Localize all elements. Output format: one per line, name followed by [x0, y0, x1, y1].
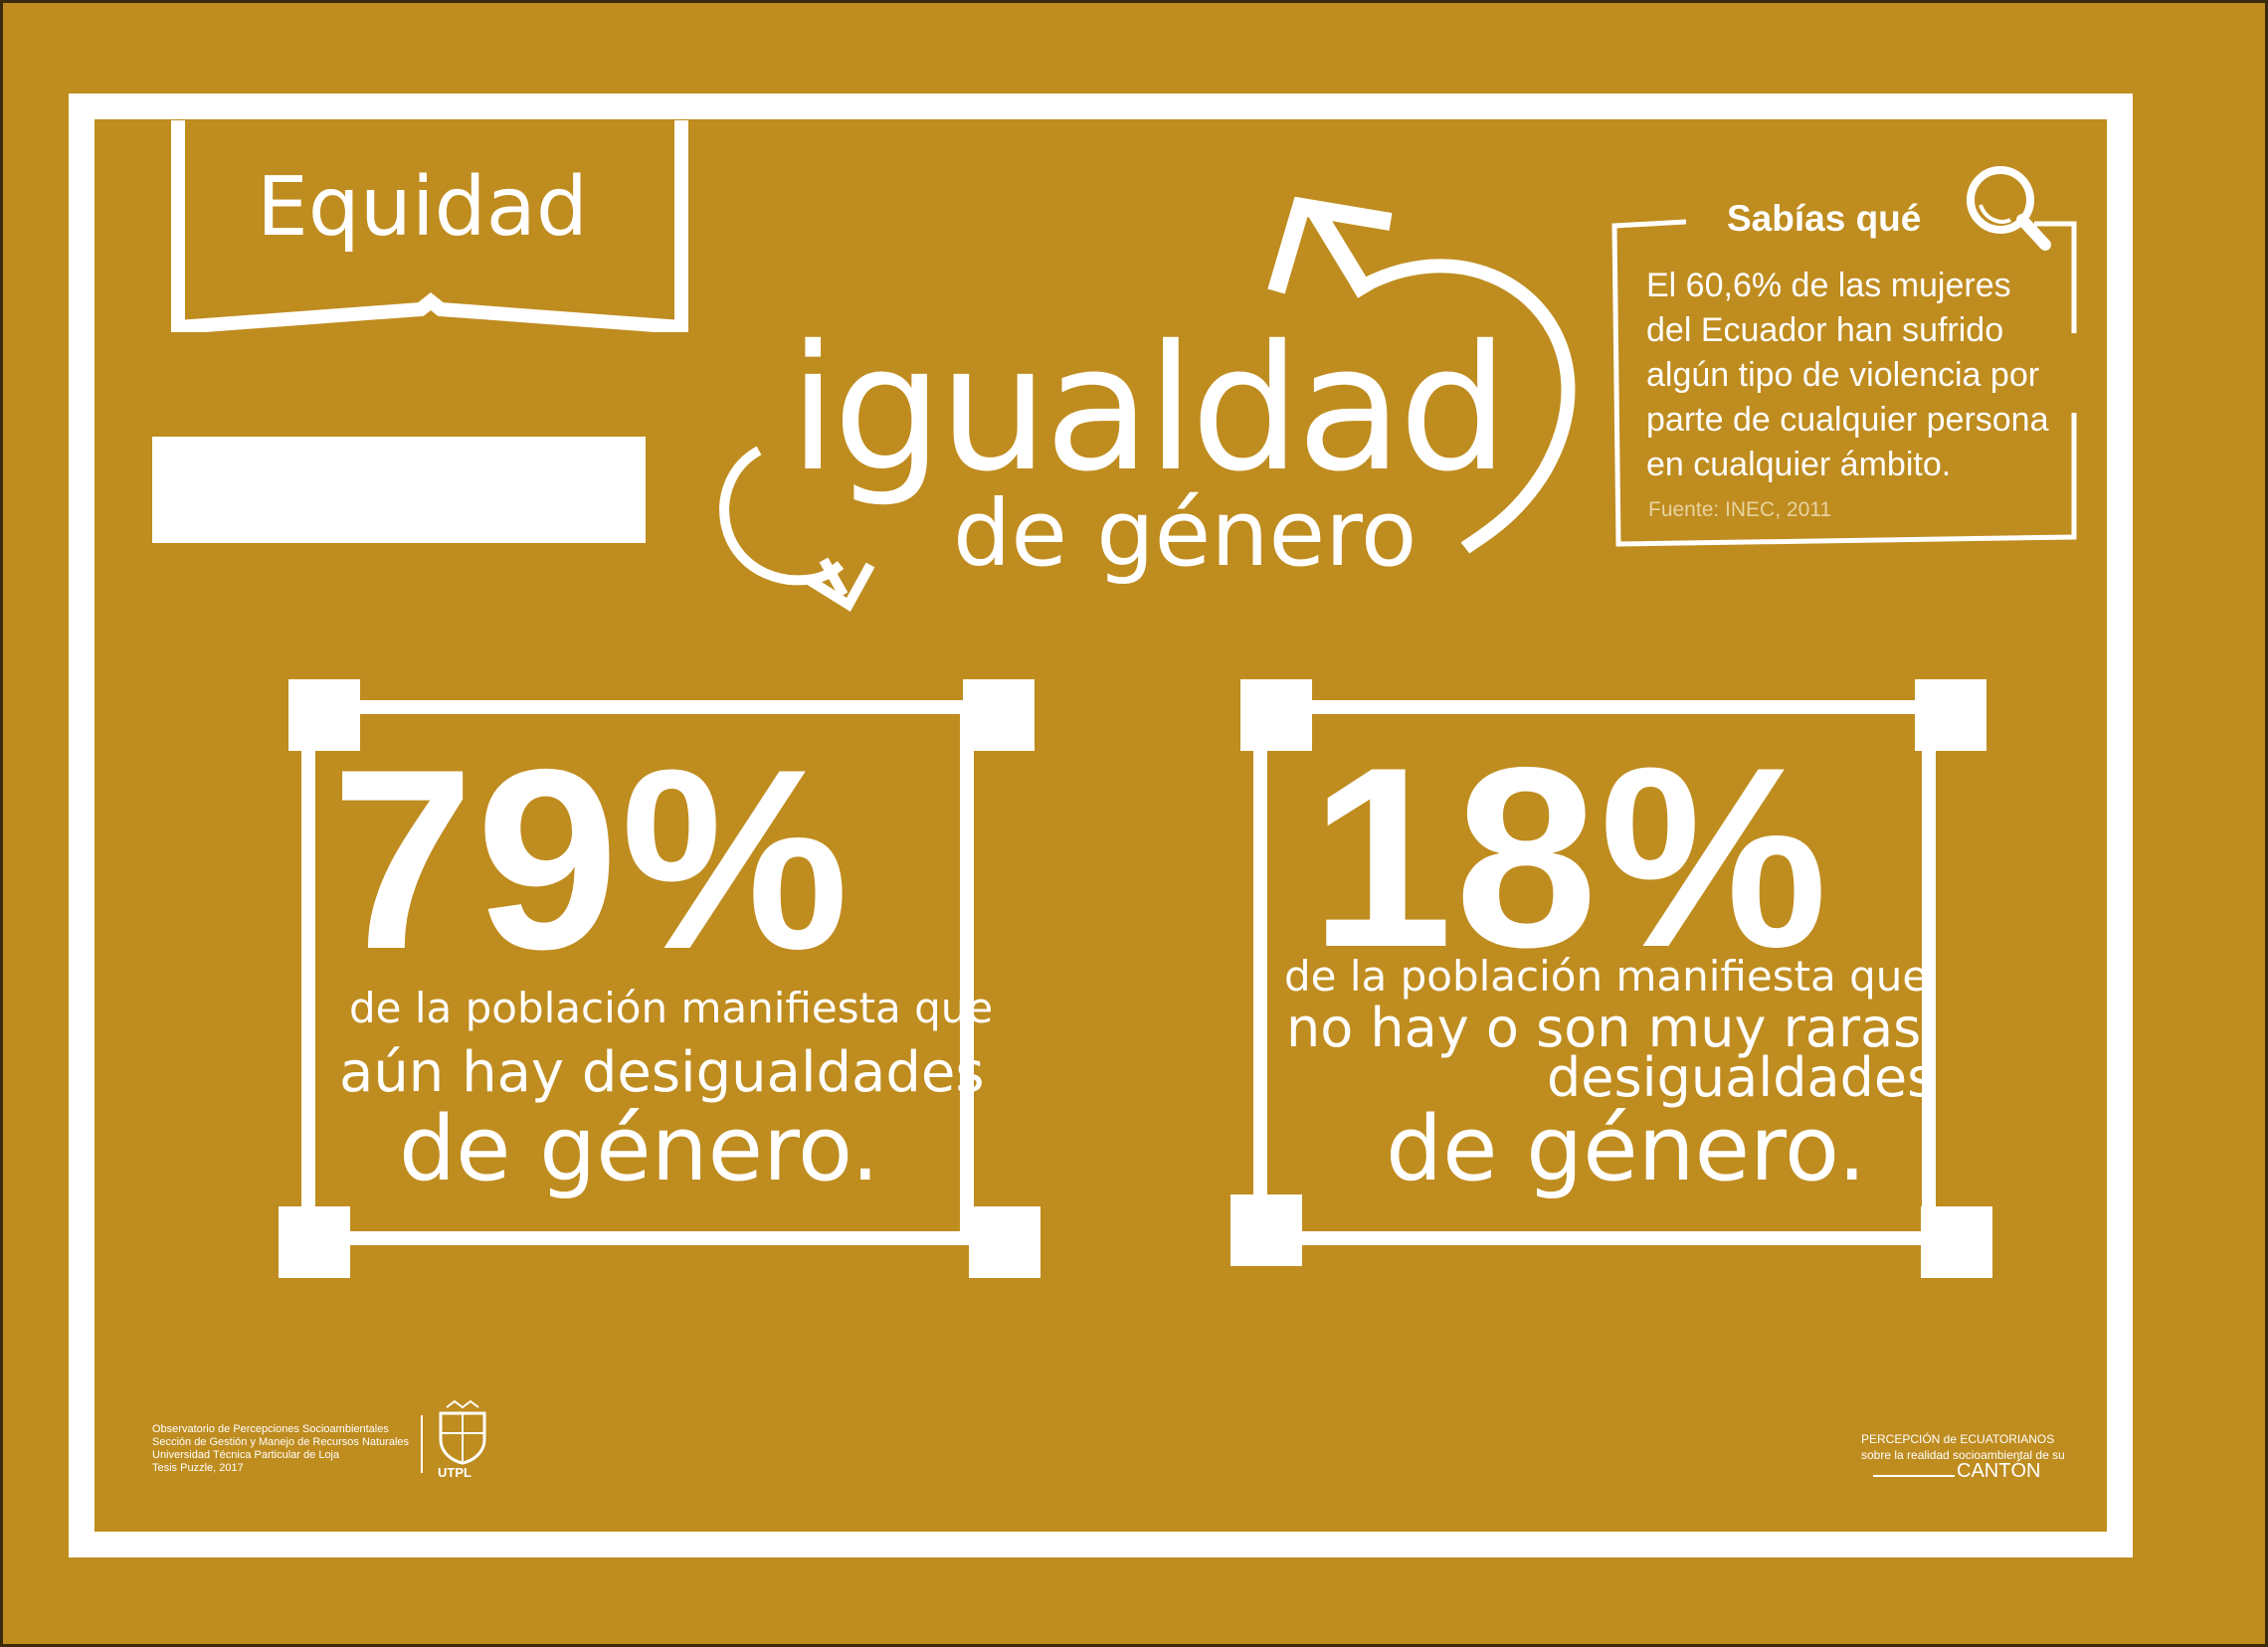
campaign-line-2: sobre la realidad socioambiental de su [1861, 1448, 2065, 1462]
title-main: igualdad [789, 308, 1509, 510]
fact-line: parte de cualquier persona [1646, 401, 2049, 439]
fact-line: algún tipo de violencia por [1646, 356, 2040, 394]
stat-1-line-2: aún hay desigualdades [339, 1040, 985, 1105]
gender-symbols-swirl [719, 196, 1576, 613]
utpl-crest-icon [439, 1399, 486, 1465]
campaign-rule [1873, 1475, 1955, 1477]
fact-line: del Ecuador han sufrido [1646, 311, 2004, 349]
stat-value-1: 79% [331, 715, 851, 1003]
fact-box-frame [1611, 219, 2077, 547]
stat-1-line-3: de género. [399, 1097, 880, 1201]
utpl-label: UTPL [438, 1465, 472, 1480]
equidad-banner [171, 120, 688, 332]
fact-heading: Sabías qué [1727, 198, 1922, 239]
campaign-word: CANTÓN [1957, 1460, 2041, 1482]
stat-1-line-1: de la población manifiesta que [349, 984, 994, 1032]
footer-line: Universidad Técnica Particular de Loja [152, 1449, 340, 1461]
fact-source: Fuente: INEC, 2011 [1648, 498, 1832, 521]
stat-2-line-1: de la población manifiesta que [1284, 952, 1929, 1001]
stat-value-2: 18% [1310, 713, 1830, 1001]
footer-line: Tesis Puzzle, 2017 [152, 1462, 244, 1474]
footer-credits: Observatorio de Percepciones Socioambien… [152, 1423, 409, 1475]
banner-label: Equidad [257, 160, 588, 255]
fact-line: en cualquier ámbito. [1646, 446, 1952, 483]
stat-frame-1 [279, 679, 1040, 1278]
outer-frame [69, 93, 2133, 1557]
white-bar [152, 437, 646, 543]
magnifier-icon [1967, 166, 2051, 251]
fact-line: El 60,6% de las mujeres [1646, 267, 2011, 304]
footer-line: Sección de Gestión y Manejo de Recursos … [152, 1436, 410, 1448]
fact-text: El 60,6% de las mujeres del Ecuador han … [1646, 264, 2084, 487]
stat-2-line-2: no hay o son muy raras [1286, 997, 1922, 1059]
footer-line: Observatorio de Percepciones Socioambien… [152, 1423, 389, 1435]
footer-divider [421, 1415, 423, 1473]
footer-campaign: PERCEPCIÓN de ECUATORIANOS sobre la real… [1861, 1431, 2065, 1481]
stat-frame-2 [1230, 679, 1992, 1278]
stat-2-line-4: de género. [1386, 1097, 1867, 1201]
campaign-line-1: PERCEPCIÓN de ECUATORIANOS [1861, 1432, 2055, 1446]
title-sub: de género [953, 480, 1418, 587]
stat-2-line-3: desigualdades [1547, 1046, 1936, 1109]
